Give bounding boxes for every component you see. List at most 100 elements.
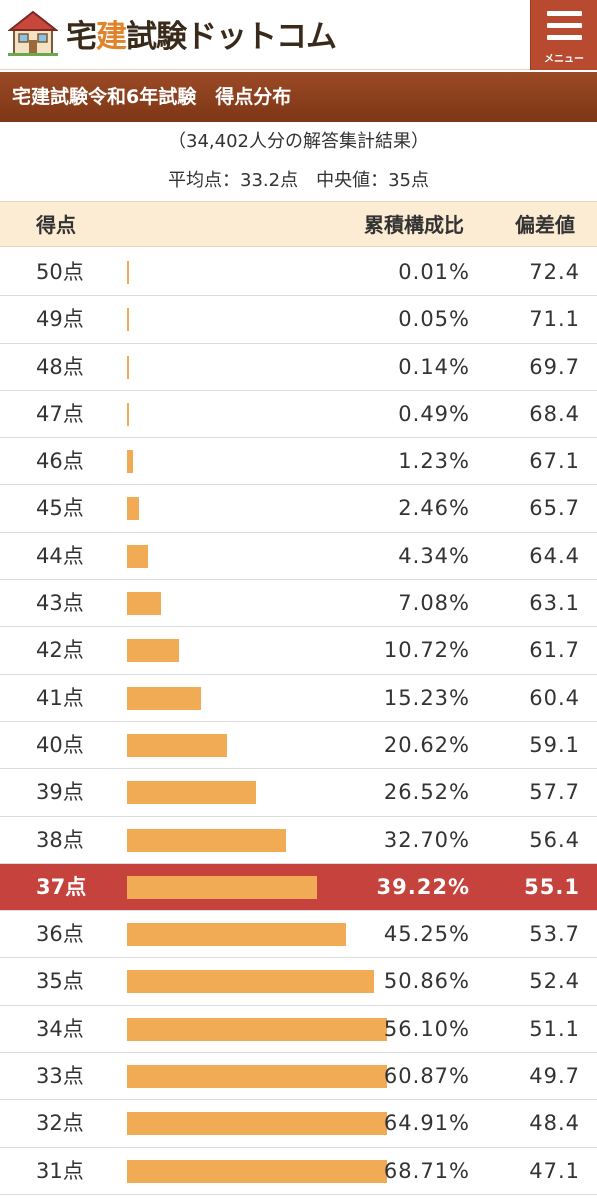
row-cumulative-ratio: 1.23%	[398, 449, 470, 474]
row-deviation: 55.1	[524, 874, 580, 899]
row-cumulative-ratio: 64.91%	[383, 1111, 470, 1136]
row-deviation: 72.4	[529, 260, 580, 284]
table-row: 42点 10.72% 61.7	[0, 627, 597, 675]
row-deviation: 57.7	[529, 780, 580, 805]
table-row: 34点 56.10% 51.1	[0, 1006, 597, 1054]
row-score: 47点	[36, 401, 84, 426]
row-cumulative-ratio: 68.71%	[383, 1158, 470, 1183]
row-cumulative-ratio: 0.01%	[398, 260, 470, 284]
row-cumulative-ratio: 2.46%	[398, 496, 470, 521]
row-cumulative-ratio: 56.10%	[383, 1016, 470, 1041]
row-deviation: 53.7	[529, 922, 580, 947]
row-score: 35点	[36, 969, 84, 994]
row-deviation: 59.1	[529, 732, 580, 757]
row-deviation: 64.4	[529, 543, 580, 568]
row-deviation: 47.1	[529, 1158, 580, 1183]
row-bar	[127, 828, 286, 852]
row-cumulative-ratio: 0.49%	[398, 401, 470, 426]
table-row: 44点 4.34% 64.4	[0, 533, 597, 581]
row-score: 39点	[36, 780, 84, 805]
row-score: 48点	[36, 354, 84, 379]
row-cumulative-ratio: 15.23%	[383, 685, 470, 710]
row-bar	[127, 355, 129, 379]
table-row: 50点 0.01% 72.4	[0, 249, 597, 297]
row-score: 43点	[36, 591, 84, 616]
row-bar	[127, 1159, 387, 1183]
row-bar	[127, 923, 347, 947]
table-row: 39点 26.52% 57.7	[0, 769, 597, 817]
row-score: 40点	[36, 732, 84, 757]
row-deviation: 51.1	[529, 1016, 580, 1041]
row-score: 45点	[36, 496, 84, 521]
row-cumulative-ratio: 10.72%	[383, 638, 470, 663]
row-bar	[127, 402, 130, 426]
site-logo[interactable]: 宅建試験ドットコム	[8, 8, 337, 58]
row-cumulative-ratio: 50.86%	[383, 969, 470, 994]
row-cumulative-ratio: 20.62%	[383, 732, 470, 757]
header-cumulative-ratio: 累積構成比	[364, 213, 464, 237]
row-bar	[127, 1065, 387, 1089]
house-icon	[8, 10, 58, 56]
row-score: 37点	[36, 874, 87, 899]
row-deviation: 68.4	[529, 401, 580, 426]
row-bar	[127, 1112, 387, 1136]
row-score: 50点	[36, 260, 84, 284]
row-bar	[127, 450, 133, 474]
row-bar	[127, 497, 139, 521]
row-cumulative-ratio: 7.08%	[398, 591, 470, 616]
row-bar	[127, 308, 129, 332]
row-cumulative-ratio: 32.70%	[383, 827, 470, 852]
row-deviation: 60.4	[529, 685, 580, 710]
row-score: 42点	[36, 638, 84, 663]
row-score: 44点	[36, 543, 84, 568]
row-bar	[127, 733, 227, 757]
menu-button[interactable]: メニュー	[530, 0, 597, 70]
table-row: 36点 45.25% 53.7	[0, 911, 597, 959]
logo-text: 宅建試験ドットコム	[66, 18, 337, 55]
row-score: 31点	[36, 1158, 84, 1183]
table-header: 得点 累積構成比 偏差値	[0, 201, 597, 247]
row-cumulative-ratio: 39.22%	[376, 874, 470, 899]
table-row: 43点 7.08% 63.1	[0, 580, 597, 628]
row-bar	[127, 970, 374, 994]
score-statistics: 平均点：33.2点 中央値：35点	[168, 170, 429, 191]
row-score: 46点	[36, 449, 84, 474]
menu-button-label: メニュー	[544, 54, 584, 65]
row-score: 34点	[36, 1016, 84, 1041]
page-title: 宅建試験令和6年試験 得点分布	[0, 72, 597, 122]
row-deviation: 67.1	[529, 449, 580, 474]
header-score: 得点	[36, 213, 76, 237]
row-deviation: 61.7	[529, 638, 580, 663]
table-row: 32点 64.91% 48.4	[0, 1100, 597, 1148]
row-cumulative-ratio: 4.34%	[398, 543, 470, 568]
row-deviation: 48.4	[529, 1111, 580, 1136]
row-cumulative-ratio: 60.87%	[383, 1064, 470, 1089]
row-bar	[127, 592, 162, 616]
row-deviation: 69.7	[529, 354, 580, 379]
row-cumulative-ratio: 45.25%	[383, 922, 470, 947]
row-score: 49点	[36, 307, 84, 332]
table-row: 35点 50.86% 52.4	[0, 958, 597, 1006]
table-row: 31点 68.71% 47.1	[0, 1148, 597, 1195]
row-deviation: 49.7	[529, 1064, 580, 1089]
row-bar	[127, 1017, 387, 1041]
table-row: 33点 60.87% 49.7	[0, 1053, 597, 1101]
row-score: 38点	[36, 827, 84, 852]
table-row: 47点 0.49% 68.4	[0, 391, 597, 439]
respondent-count: （34,402人分の解答集計結果）	[168, 131, 429, 152]
table-row: 45点 2.46% 65.7	[0, 485, 597, 533]
row-bar	[127, 544, 149, 568]
row-cumulative-ratio: 0.05%	[398, 307, 470, 332]
row-score: 41点	[36, 685, 84, 710]
row-score: 32点	[36, 1111, 84, 1136]
header-deviation: 偏差値	[515, 213, 575, 237]
row-bar	[127, 781, 256, 805]
table-row: 38点 32.70% 56.4	[0, 817, 597, 864]
table-row: 48点 0.14% 69.7	[0, 344, 597, 391]
table-row: 40点 20.62% 59.1	[0, 722, 597, 770]
row-cumulative-ratio: 26.52%	[383, 780, 470, 805]
row-bar	[127, 686, 201, 710]
row-cumulative-ratio: 0.14%	[398, 354, 470, 379]
hamburger-icon	[547, 11, 582, 16]
row-deviation: 65.7	[529, 496, 580, 521]
